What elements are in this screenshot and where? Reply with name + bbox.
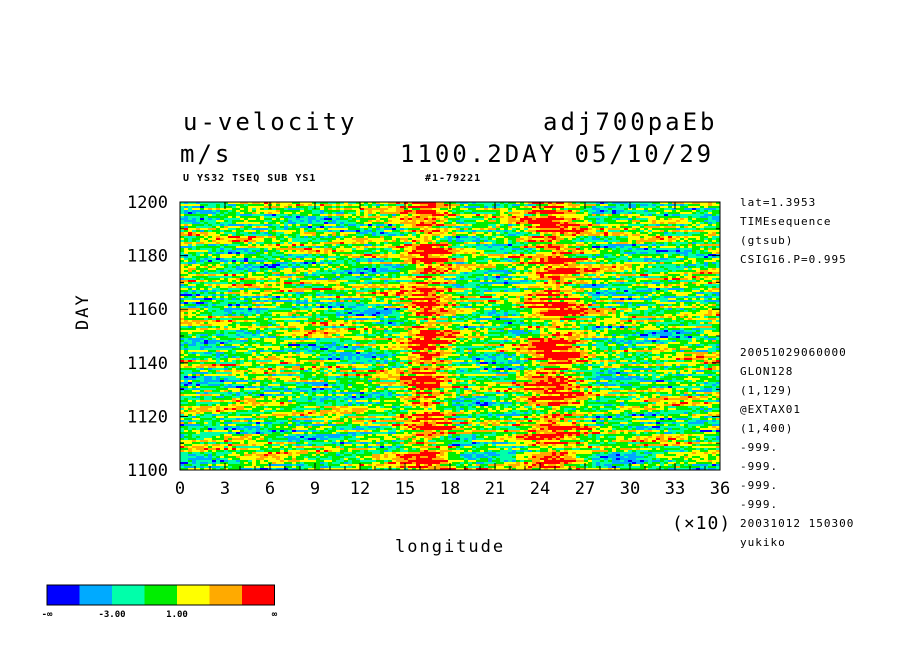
heatmap-cells xyxy=(180,202,721,471)
